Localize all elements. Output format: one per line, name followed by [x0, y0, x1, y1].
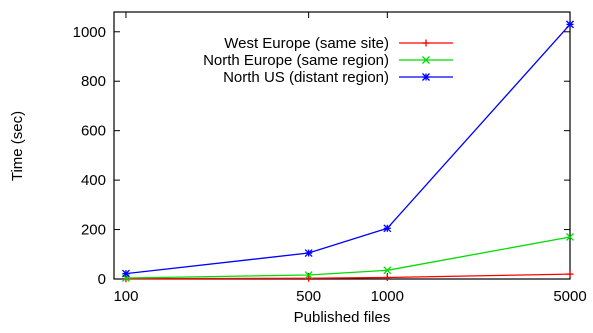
series-line-3: [125, 23, 571, 275]
data-point: [566, 233, 574, 241]
data-point: [566, 20, 574, 29]
x-tick-label: 500: [296, 288, 321, 305]
plot-frame: [113, 11, 571, 280]
series-lines: [121, 20, 574, 283]
y-tick-label: 1000: [73, 24, 106, 41]
data-point: [304, 271, 313, 280]
x-tick-label: 100: [113, 288, 138, 305]
data-point: [383, 274, 391, 282]
y-tick-label: 400: [81, 172, 106, 189]
x-tick-label: 5000: [553, 288, 586, 305]
y-tick-label: 800: [81, 73, 106, 90]
legend-label-1: West Europe (same site): [224, 35, 389, 52]
x-axis-label: Published files: [294, 309, 391, 326]
data-point: [304, 249, 313, 258]
data-point: [383, 266, 392, 275]
series-line-2: [125, 236, 571, 279]
series-line-1: [125, 273, 571, 280]
legend: West Europe (same site)North Europe (sam…: [203, 35, 453, 86]
y-axis-label: Time (sec): [9, 111, 26, 181]
legend-label-2: North Europe (same region): [203, 52, 389, 69]
x-tick-label: 1000: [371, 288, 404, 305]
y-tick-label: 0: [98, 271, 106, 288]
legend-marker-1: [422, 39, 430, 47]
legend-label-3: North US (distant region): [223, 69, 389, 86]
legend-marker-2: [422, 56, 430, 64]
y-tick-label: 600: [81, 123, 106, 140]
data-point: [566, 270, 574, 278]
y-tick-label: 200: [81, 222, 106, 239]
data-point: [121, 269, 130, 278]
legend-marker-3: [422, 73, 430, 81]
data-point: [383, 224, 392, 233]
